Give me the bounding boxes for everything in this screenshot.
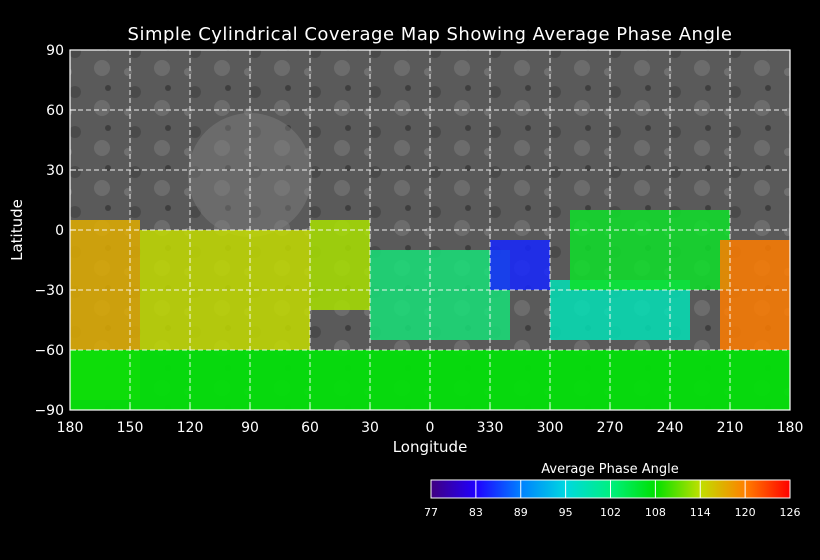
colorbar-title: Average Phase Angle — [541, 462, 678, 477]
y-tick-label: 0 — [55, 223, 64, 239]
x-tick-label: 90 — [241, 420, 259, 436]
coverage-layer — [70, 210, 790, 410]
colorbar-ticks: 77 83 89 95 102 108 114 120 126 — [424, 480, 801, 519]
x-tick-label: 0 — [426, 420, 435, 436]
x-tick-label: 300 — [537, 420, 564, 436]
coverage-region — [310, 220, 370, 310]
y-tick-label: −60 — [34, 343, 64, 359]
x-tick-label: 270 — [597, 420, 624, 436]
x-tick-label: 180 — [777, 420, 804, 436]
x-tick-label: 120 — [177, 420, 204, 436]
x-tick-label: 240 — [657, 420, 684, 436]
y-axis: 90 60 30 0 −30 −60 −90 — [34, 43, 76, 419]
x-axis: 180 150 120 90 60 30 0 330 300 270 240 210 180 — [57, 404, 804, 436]
x-tick-label: 210 — [717, 420, 744, 436]
colorbar-tick-label: 114 — [690, 506, 711, 519]
y-tick-label: 60 — [46, 103, 64, 119]
chart-title: Simple Cylindrical Coverage Map Showing … — [127, 24, 733, 45]
coverage-region — [570, 210, 730, 290]
y-tick-label: 90 — [46, 43, 64, 59]
x-tick-label: 60 — [301, 420, 319, 436]
x-tick-label: 180 — [57, 420, 84, 436]
y-tick-label: −30 — [34, 283, 64, 299]
colorbar-tick-label: 95 — [559, 506, 573, 519]
colorbar-tick-label: 126 — [780, 506, 801, 519]
colorbar-tick-label: 77 — [424, 506, 438, 519]
colorbar-tick-label: 120 — [735, 506, 756, 519]
grid — [70, 50, 790, 410]
colorbar-tick-label: 83 — [469, 506, 483, 519]
colorbar-tick-label: 102 — [600, 506, 621, 519]
coverage-region — [490, 240, 550, 290]
x-axis-title: Longitude — [393, 438, 468, 456]
coverage-region — [370, 250, 510, 340]
y-tick-label: −90 — [34, 403, 64, 419]
colorbar: Average Phase Angle 77 83 89 95 102 108 114 120… — [424, 462, 801, 519]
y-axis-title: Latitude — [8, 199, 26, 261]
x-tick-label: 150 — [117, 420, 144, 436]
colorbar-tick-label: 108 — [645, 506, 666, 519]
y-tick-label: 30 — [46, 163, 64, 179]
x-tick-label: 30 — [361, 420, 379, 436]
x-tick-label: 330 — [477, 420, 504, 436]
coverage-region — [720, 240, 790, 350]
colorbar-tick-label: 89 — [514, 506, 528, 519]
